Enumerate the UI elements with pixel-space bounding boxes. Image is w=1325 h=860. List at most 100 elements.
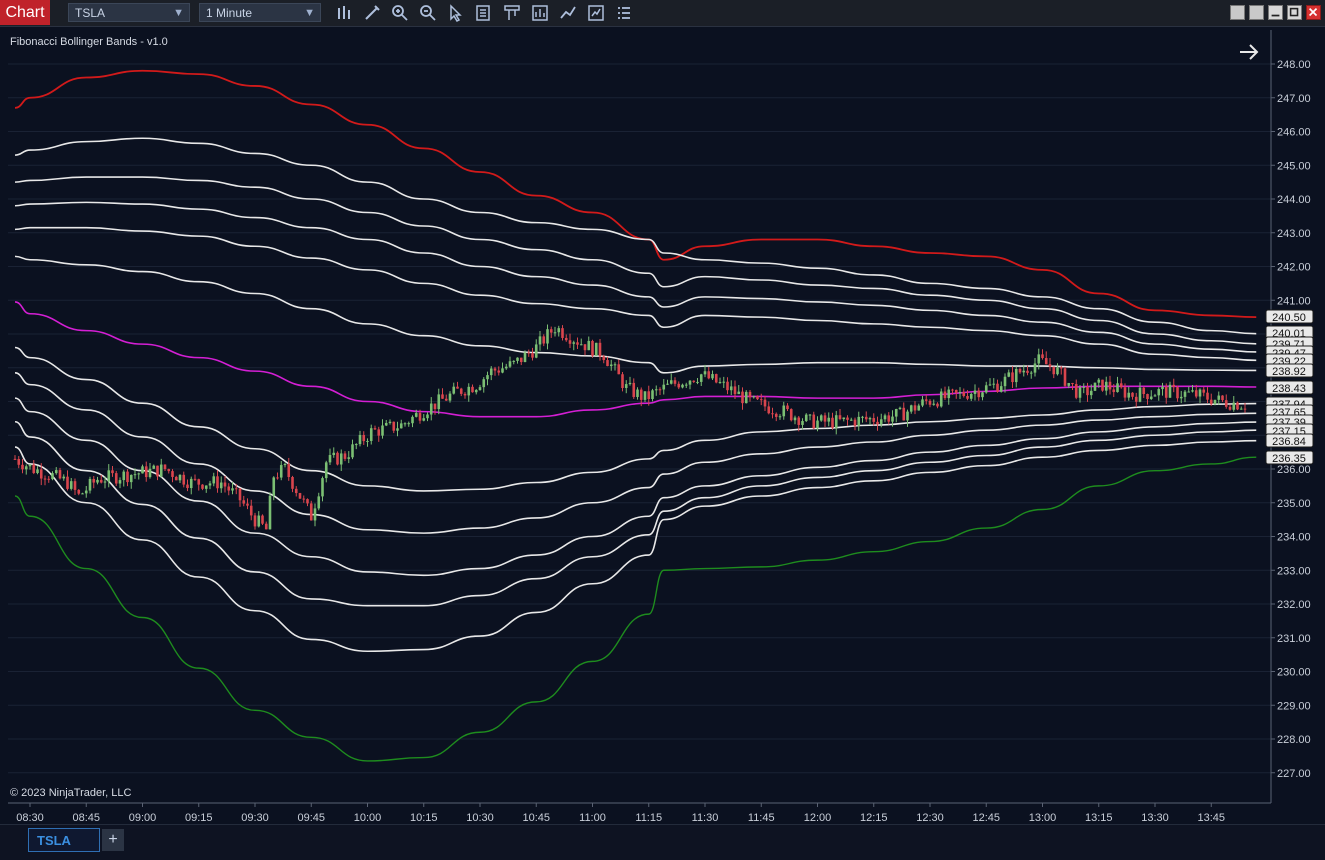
candle-body xyxy=(92,478,96,483)
candle-body xyxy=(936,403,939,407)
candle-body xyxy=(1108,381,1112,390)
candle-body xyxy=(1003,376,1007,387)
candle-body xyxy=(249,505,253,516)
candle-body xyxy=(1044,358,1048,365)
price-label: 238.92 xyxy=(1272,366,1306,378)
add-tab-button[interactable]: + xyxy=(102,829,124,851)
candle-body xyxy=(489,368,493,376)
candle-body xyxy=(1194,390,1198,397)
y-tick-label: 232.00 xyxy=(1277,599,1311,611)
candle-body xyxy=(437,394,441,410)
zoom-out-icon[interactable] xyxy=(418,3,438,23)
candle-body xyxy=(1119,383,1123,388)
candle-body xyxy=(921,399,924,406)
candle-body xyxy=(88,478,92,491)
candle-body xyxy=(519,357,523,363)
candle-body xyxy=(28,464,32,467)
restore-icon[interactable] xyxy=(1249,5,1264,20)
candle-body xyxy=(137,473,141,475)
interval-selector[interactable]: 1 Minute ▼ xyxy=(199,3,321,22)
candle-body xyxy=(771,413,774,415)
candle-body xyxy=(707,371,711,379)
properties-icon[interactable] xyxy=(586,3,606,23)
candle-body xyxy=(1191,390,1194,392)
candle-body xyxy=(426,414,429,419)
candle-body xyxy=(737,391,741,395)
candle-body xyxy=(407,423,411,425)
y-tick-label: 244.00 xyxy=(1277,194,1311,206)
candle-body xyxy=(928,400,932,405)
minimize-icon[interactable] xyxy=(1268,5,1283,20)
candle-body xyxy=(594,342,598,356)
y-tick-label: 236.00 xyxy=(1277,464,1311,476)
candle-body xyxy=(711,374,714,379)
indicators-icon[interactable] xyxy=(530,3,550,23)
candle-body xyxy=(418,413,422,421)
candle-body xyxy=(726,381,729,391)
candle-body xyxy=(744,391,748,404)
candle-body xyxy=(741,391,744,404)
candle-body xyxy=(954,389,958,393)
zoom-in-icon[interactable] xyxy=(390,3,410,23)
candle-body xyxy=(133,474,137,476)
strategies-icon[interactable] xyxy=(558,3,578,23)
candle-body xyxy=(1123,387,1127,398)
candle-body xyxy=(628,382,632,385)
price-candles xyxy=(13,324,1247,530)
price-label: 238.43 xyxy=(1272,383,1306,395)
chart-trader-icon[interactable] xyxy=(502,3,522,23)
candle-body xyxy=(1048,364,1052,367)
price-label: 236.84 xyxy=(1272,436,1306,448)
candle-body xyxy=(403,423,407,425)
x-tick-label: 10:30 xyxy=(466,812,494,824)
candle-body xyxy=(459,388,463,394)
candle-body xyxy=(1018,368,1022,373)
candle-body xyxy=(306,499,309,504)
candle-body xyxy=(673,380,677,384)
candle-body xyxy=(287,463,291,478)
candle-body xyxy=(666,383,669,385)
candle-body xyxy=(831,417,834,428)
candle-body xyxy=(354,444,358,446)
candle-body xyxy=(827,417,831,422)
tab-tsla[interactable]: TSLA xyxy=(28,828,100,852)
candle-body xyxy=(1059,367,1063,369)
candle-body xyxy=(639,389,643,400)
price-label-box xyxy=(1265,380,1314,395)
x-tick-label: 12:15 xyxy=(860,812,888,824)
candle-body xyxy=(849,419,853,421)
candle-body xyxy=(399,423,403,429)
instrument-selector[interactable]: TSLA ▼ xyxy=(68,3,190,22)
chart-background xyxy=(0,27,1325,824)
list-icon[interactable] xyxy=(614,3,634,23)
candle-body xyxy=(816,420,819,429)
candle-body xyxy=(441,394,444,399)
candle-body xyxy=(411,416,414,424)
bars-type-icon[interactable] xyxy=(334,3,354,23)
chart-window-label: Chart xyxy=(0,0,50,25)
candle-body xyxy=(478,387,482,391)
tile-icon[interactable] xyxy=(1230,5,1245,20)
candle-body xyxy=(444,398,448,401)
candle-body xyxy=(373,428,377,430)
x-tick-label: 10:00 xyxy=(354,812,382,824)
right-arrow-icon[interactable] xyxy=(1240,44,1259,60)
pointer-icon[interactable] xyxy=(446,3,466,23)
draw-pencil-icon[interactable] xyxy=(362,3,382,23)
candle-body xyxy=(992,383,996,385)
candle-body xyxy=(1116,383,1119,393)
chart-panel[interactable]: 248.00 247.00 246.00 245.00 244.00 243.00 242.… xyxy=(0,27,1325,824)
candle-body xyxy=(171,471,174,477)
maximize-icon[interactable] xyxy=(1287,5,1302,20)
candle-body xyxy=(298,493,302,499)
candle-body xyxy=(786,405,789,410)
candle-body xyxy=(1198,389,1202,397)
candle-body xyxy=(669,380,673,384)
data-box-icon[interactable] xyxy=(474,3,494,23)
y-tick-label: 245.00 xyxy=(1277,160,1311,172)
close-icon[interactable] xyxy=(1306,5,1321,20)
candle-body xyxy=(422,418,426,421)
candle-body xyxy=(1232,402,1236,410)
band-line xyxy=(14,226,1257,362)
candle-body xyxy=(111,470,114,474)
